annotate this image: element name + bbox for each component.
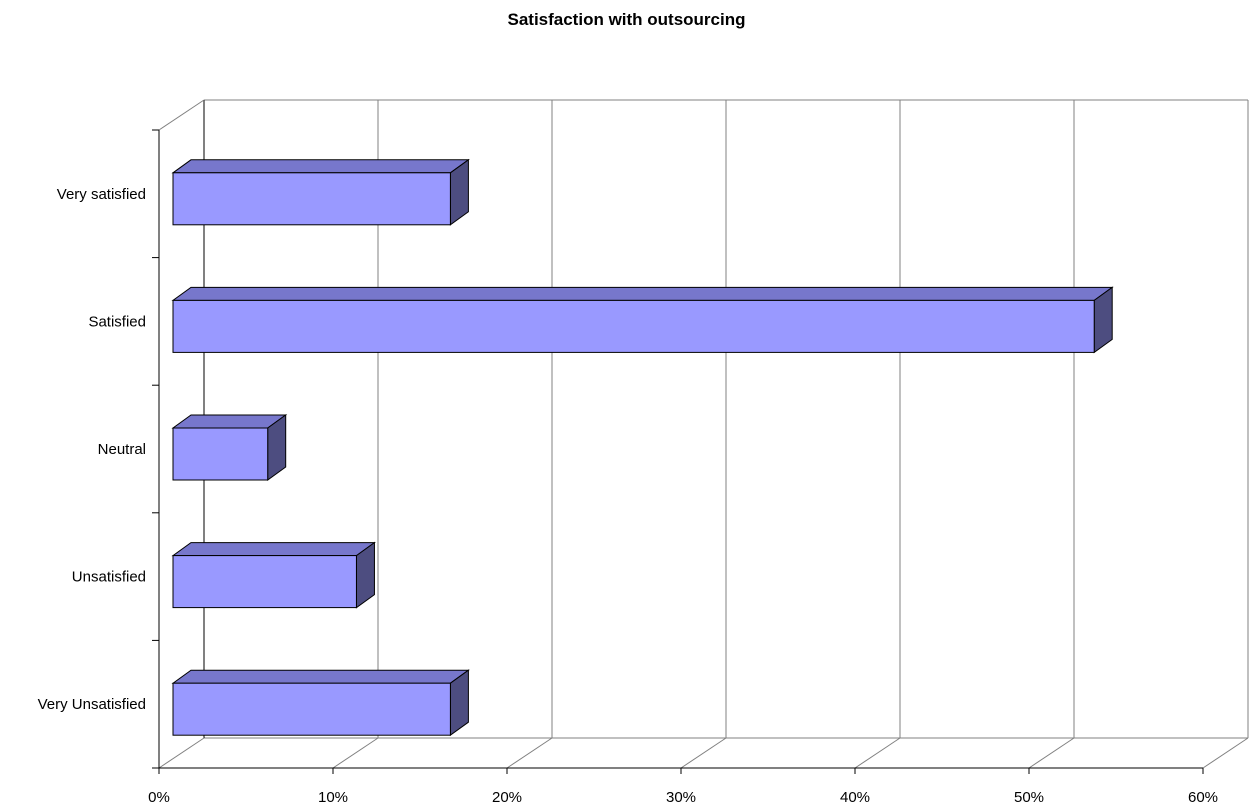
bar xyxy=(172,427,269,481)
bar-top-face xyxy=(171,542,376,557)
bar xyxy=(172,299,1095,353)
bar-top-face xyxy=(171,159,470,174)
floor-gridline xyxy=(854,737,901,769)
category-label: Unsatisfied xyxy=(72,569,146,586)
side-wall-edge xyxy=(158,99,205,131)
bar-top-face xyxy=(171,286,1114,301)
floor-gridline xyxy=(680,737,727,769)
floor-gridline xyxy=(158,737,205,769)
category-label: Very Unsatisfied xyxy=(38,696,146,713)
floor-gridline xyxy=(506,737,553,769)
category-label: Neutral xyxy=(98,441,146,458)
bar-top-face xyxy=(171,669,470,684)
bar xyxy=(172,172,451,226)
x-tick-label: 60% xyxy=(1188,789,1218,806)
x-tick-label: 50% xyxy=(1014,789,1044,806)
x-tick-label: 10% xyxy=(318,789,348,806)
x-tick-label: 20% xyxy=(492,789,522,806)
category-label: Satisfied xyxy=(88,313,146,330)
x-tick-label: 30% xyxy=(666,789,696,806)
x-tick-label: 0% xyxy=(148,789,170,806)
floor-gridline xyxy=(332,737,379,769)
bar-top-face xyxy=(171,414,288,429)
category-label: Very satisfied xyxy=(57,186,146,203)
bar xyxy=(172,682,451,736)
x-tick-label: 40% xyxy=(840,789,870,806)
chart-title: Satisfaction with outsourcing xyxy=(507,10,746,29)
bar xyxy=(172,555,357,609)
floor-gridline xyxy=(1202,737,1249,769)
floor-gridline xyxy=(1028,737,1075,769)
